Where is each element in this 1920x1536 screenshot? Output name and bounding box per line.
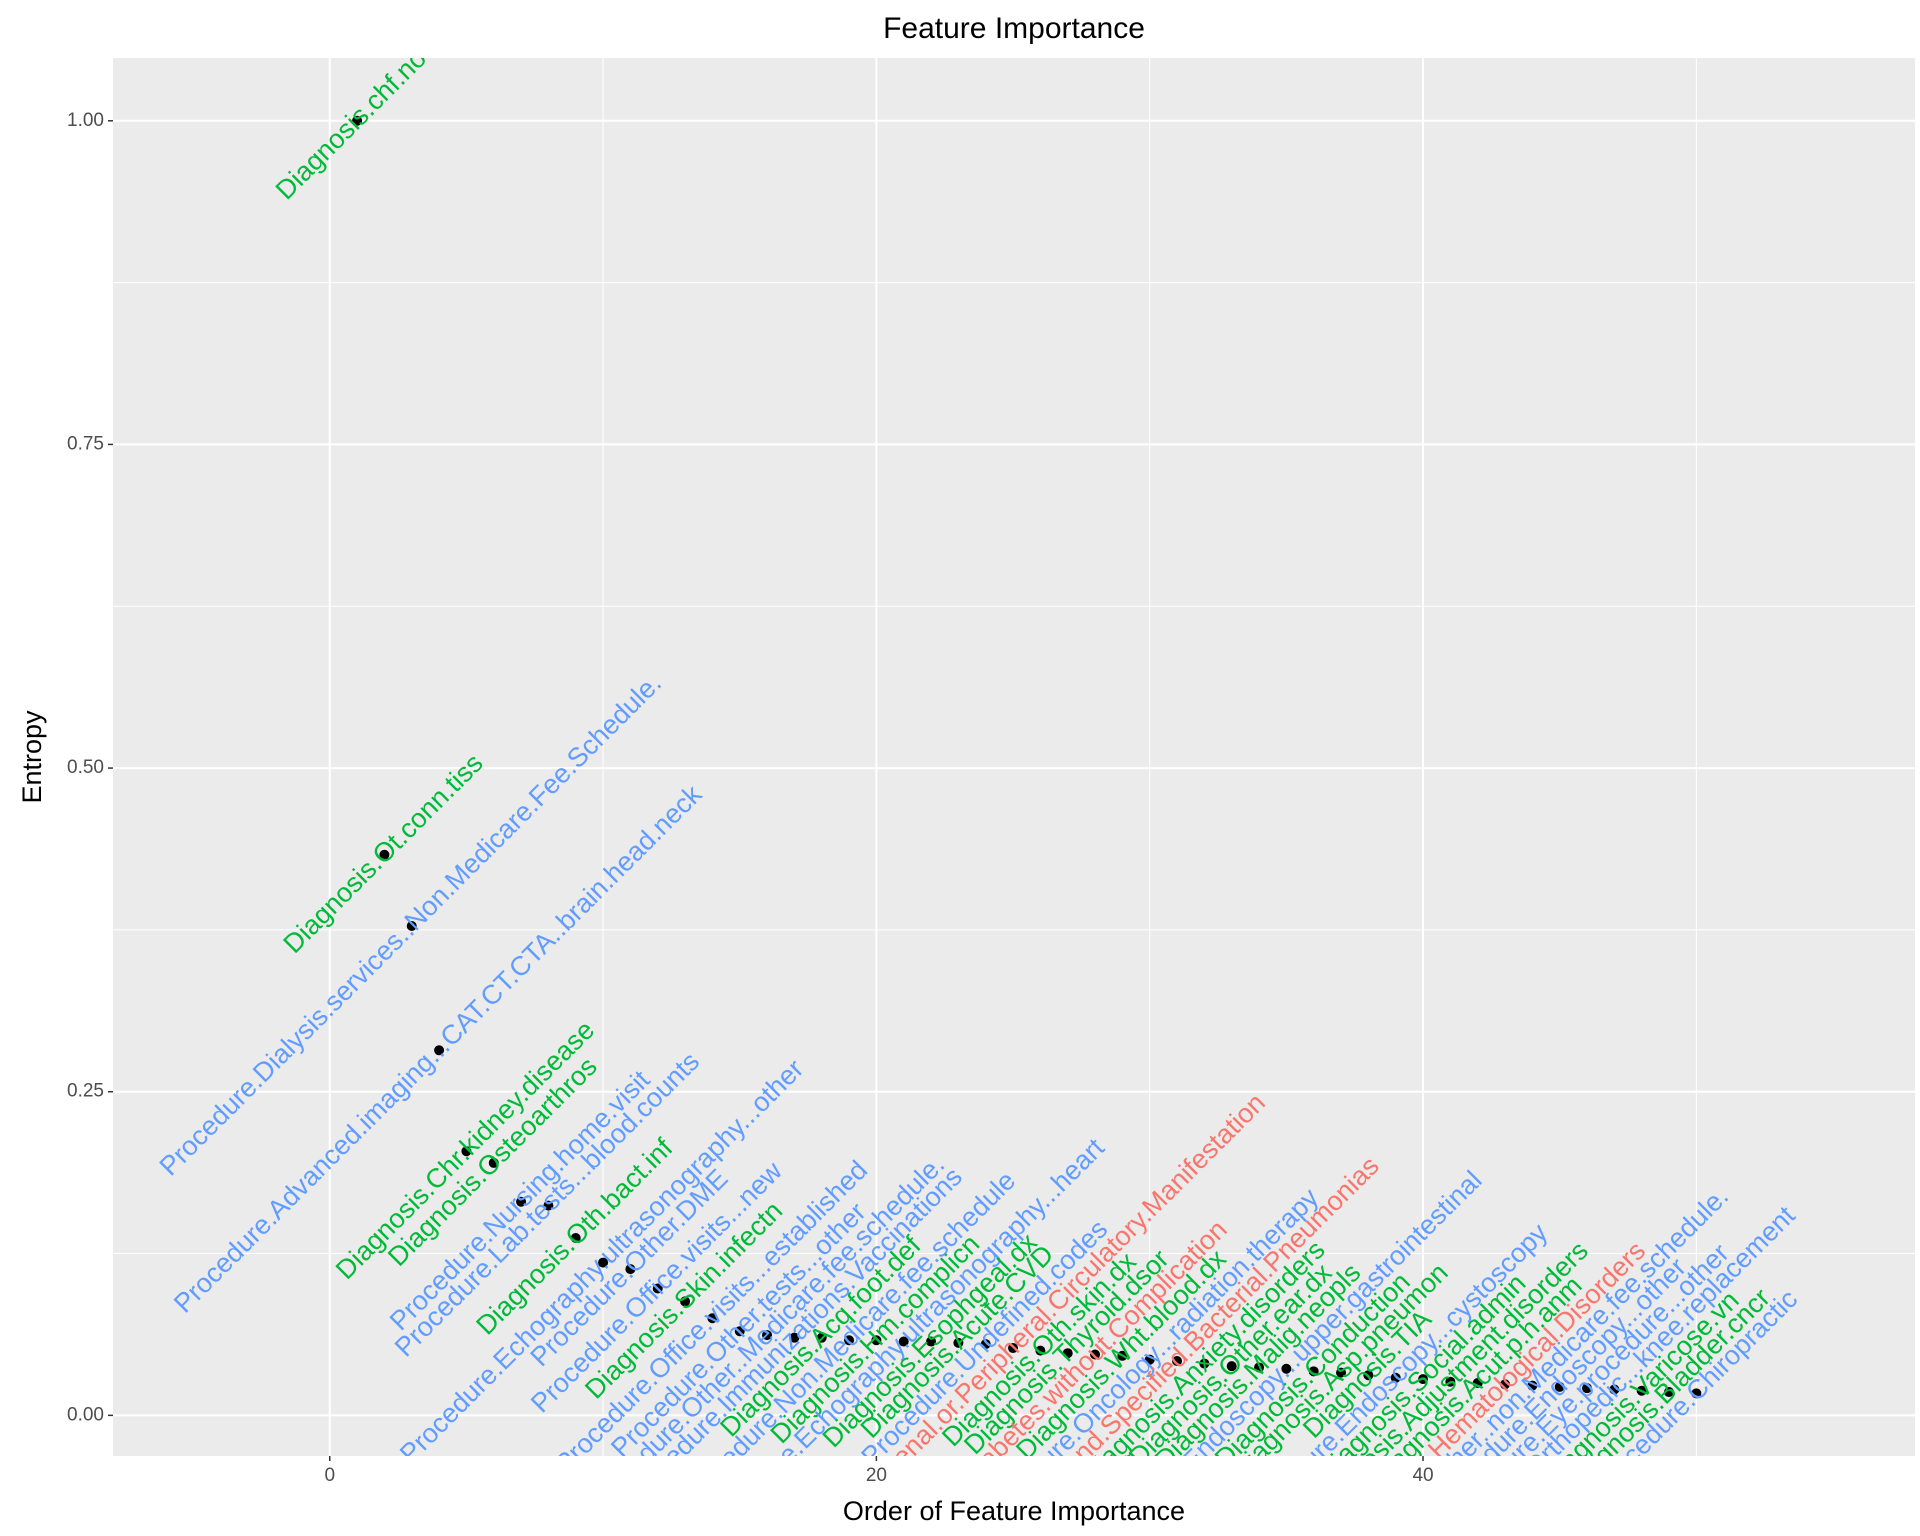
- point: [352, 115, 363, 126]
- axes: 0.00 0.25 0.50 0.75 1.00 0 20 40: [67, 110, 1434, 1486]
- point: [434, 1045, 445, 1056]
- y-axis-title: Entropy: [17, 710, 47, 804]
- point: [1500, 1379, 1511, 1390]
- point: [734, 1326, 745, 1337]
- y-tick-label: 0.50: [67, 757, 104, 778]
- point: [1527, 1380, 1538, 1391]
- point: [680, 1296, 691, 1307]
- point: [543, 1200, 554, 1211]
- point: [1636, 1385, 1647, 1396]
- point: [1582, 1383, 1593, 1394]
- point: [844, 1335, 855, 1346]
- x-tick-label: 40: [1412, 1465, 1433, 1486]
- point: [1199, 1358, 1210, 1369]
- point: [625, 1264, 636, 1275]
- grid: [113, 58, 1915, 1456]
- x-tick-label: 0: [324, 1465, 335, 1486]
- point: [1090, 1349, 1101, 1360]
- point: [1664, 1387, 1675, 1398]
- point: [1609, 1384, 1620, 1395]
- y-tick-label: 0.00: [67, 1404, 104, 1425]
- point: [1445, 1376, 1456, 1387]
- point: [1363, 1370, 1374, 1381]
- point: [1691, 1388, 1702, 1399]
- panel: [113, 58, 1915, 1456]
- point: [570, 1232, 581, 1243]
- y-tick-label: 1.00: [67, 110, 104, 131]
- point: [598, 1257, 609, 1268]
- point: [1226, 1361, 1237, 1372]
- point: [1281, 1363, 1292, 1374]
- point: [652, 1283, 663, 1294]
- point: [516, 1196, 527, 1207]
- point: [898, 1336, 909, 1347]
- chart-title: Feature Importance: [883, 12, 1145, 45]
- point: [1336, 1367, 1347, 1378]
- point: [1390, 1372, 1401, 1383]
- point: [1472, 1377, 1483, 1388]
- point: [1117, 1350, 1128, 1361]
- point: [1418, 1374, 1429, 1385]
- point: [762, 1330, 773, 1341]
- point: [1008, 1343, 1019, 1354]
- point: [707, 1313, 718, 1324]
- point: [488, 1157, 499, 1168]
- point: [1062, 1348, 1073, 1359]
- point: [1254, 1362, 1265, 1373]
- point: [816, 1332, 827, 1343]
- point: [1308, 1366, 1319, 1377]
- x-tick-label: 20: [866, 1465, 887, 1486]
- x-axis-title: Order of Feature Importance: [843, 1496, 1185, 1526]
- point: [1144, 1354, 1155, 1365]
- point: [461, 1146, 472, 1157]
- point: [953, 1337, 964, 1348]
- point: [980, 1339, 991, 1350]
- point: [789, 1332, 800, 1343]
- point: [406, 921, 417, 932]
- point: [926, 1336, 937, 1347]
- y-tick-label: 0.25: [67, 1081, 104, 1102]
- point: [379, 849, 390, 860]
- point: [871, 1335, 882, 1346]
- point: [1554, 1381, 1565, 1392]
- point: [1172, 1355, 1183, 1366]
- y-tick-label: 0.75: [67, 433, 104, 454]
- point: [1035, 1345, 1046, 1356]
